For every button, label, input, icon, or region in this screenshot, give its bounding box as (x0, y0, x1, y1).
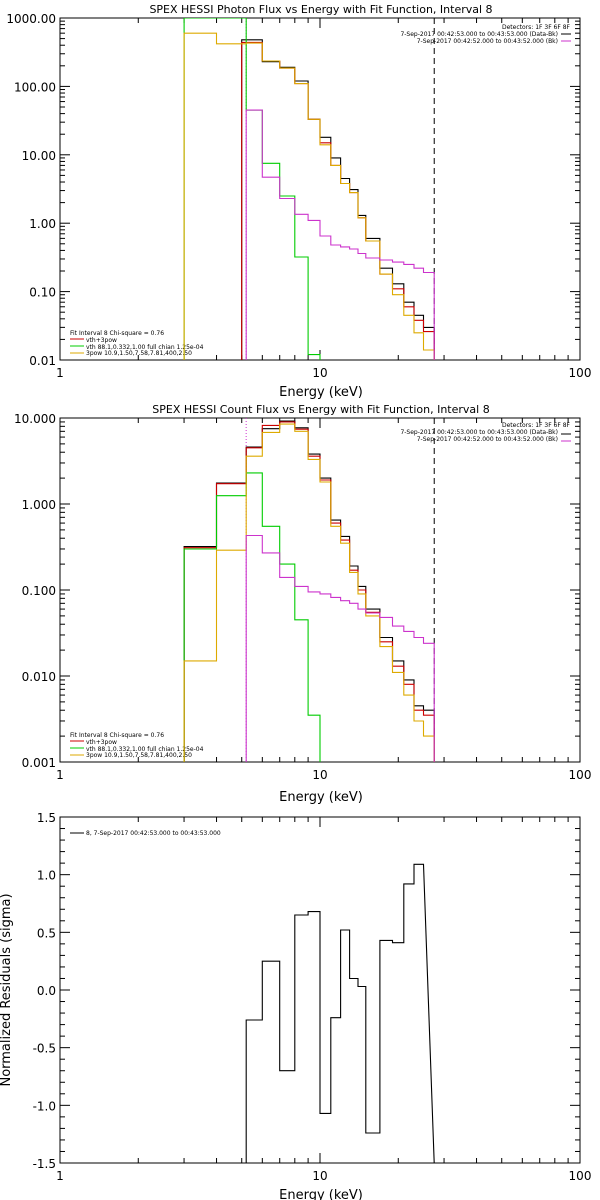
panel-title: SPEX HESSI Photon Flux vs Energy with Fi… (149, 3, 492, 16)
x-axis-label: Energy (keV) (279, 385, 363, 400)
photon-flux-panel: SPEX HESSI Photon Flux vs Energy with Fi… (6, 3, 591, 400)
series-3pow (183, 423, 435, 762)
y-tick-label: 0.01 (29, 354, 56, 368)
legend-entry-vth: vth 88.1,0.332,1.00 full chian 1.25e-04 (86, 746, 204, 753)
x-tick-label: 10 (312, 1169, 327, 1183)
y-tick-label: -1.5 (33, 1157, 56, 1171)
plot-frame (59, 17, 581, 361)
y-tick-label: 0.5 (37, 926, 56, 940)
series-group (245, 863, 435, 1163)
legend-bottom: Fit Interval 8 Chi-square = 0.76 vth+3po… (70, 330, 204, 357)
legend-entry: 8, 7-Sep-2017 00:42:53.000 to 00:43:53.0… (86, 830, 221, 837)
series-group (183, 420, 435, 762)
y-tick-label: -1.0 (33, 1099, 56, 1113)
legend-fit-header: Fit Interval 8 Chi-square = 0.76 (70, 732, 164, 739)
y-tick-label: 0.0 (37, 984, 56, 998)
y-tick-label: 1.0 (37, 869, 56, 883)
legend-entry-bk: 7-Sep-2017 00:42:52.000 to 00:43:52.000 … (417, 436, 558, 443)
x-axis-label: Energy (keV) (279, 1188, 363, 1200)
y-tick-label: 0.10 (29, 286, 56, 300)
y-tick-label: 100.00 (14, 80, 56, 94)
series-data-bk (241, 39, 435, 360)
x-tick-label: 100 (569, 768, 592, 782)
x-tick-label: 1 (56, 1169, 64, 1183)
x-tick-label: 1 (56, 366, 64, 380)
legend-bottom: Fit Interval 8 Chi-square = 0.76 vth+3po… (70, 732, 204, 759)
series-bk (245, 534, 435, 762)
y-tick-label: -0.5 (33, 1042, 56, 1056)
series-vth (183, 472, 321, 762)
y-tick-label: 0.001 (22, 756, 56, 770)
legend-entry-bk: 7-Sep-2017 00:42:52.000 to 00:43:52.000 … (417, 38, 558, 45)
legend-entry-vth: vth 88.1,0.332,1.00 full chian 1.25e-04 (86, 344, 204, 351)
series-3pow (183, 32, 435, 360)
y-tick-label: 1.00 (29, 217, 56, 231)
legend-entry-data: 7-Sep-2017 00:42:53.000 to 00:43:53.000 … (400, 429, 558, 436)
y-tick-label: 10.00 (22, 149, 56, 163)
series-residuals (245, 863, 435, 1163)
count-flux-panel: SPEX HESSI Count Flux vs Energy with Fit… (14, 403, 591, 805)
y-tick-label: 1.000 (22, 498, 56, 512)
legend-header: Detectors: 1F 3F 6F 8F (502, 24, 571, 31)
x-tick-label: 100 (569, 1169, 592, 1183)
legend-top: Detectors: 1F 3F 6F 8F 7-Sep-2017 00:42:… (400, 24, 570, 45)
series-group (183, 18, 435, 360)
legend-entry-3pow: 3pow 10.9,1.50,7.58,7.81,400,2.50 (86, 752, 192, 759)
y-tick-label: 1000.00 (6, 12, 56, 26)
x-tick-label: 10 (312, 768, 327, 782)
legend-entry-total: vth+3pow (86, 739, 117, 746)
y-tick-label: 0.010 (22, 670, 56, 684)
y-axis-label: Normalized Residuals (sigma) (0, 893, 14, 1086)
legend-entry-3pow: 3pow 10.9,1.50,7.58,7.81,400,2.50 (86, 350, 192, 357)
y-tick-label: 1.5 (37, 811, 56, 825)
panel-title: SPEX HESSI Count Flux vs Energy with Fit… (152, 403, 489, 416)
legend-entry-data: 7-Sep-2017 00:42:53.000 to 00:43:53.000 … (400, 31, 558, 38)
x-tick-label: 10 (312, 366, 327, 380)
series-vth (183, 18, 321, 360)
series-vth-3pow (241, 41, 435, 360)
legend-fit-header: Fit Interval 8 Chi-square = 0.76 (70, 330, 164, 337)
x-axis-label: Energy (keV) (279, 790, 363, 805)
residuals-panel: Energy (keV) Normalized Residuals (sigma… (0, 811, 591, 1200)
y-tick-label: 10.000 (14, 412, 56, 426)
legend-top: Detectors: 1F 3F 6F 8F 7-Sep-2017 00:42:… (400, 422, 570, 443)
legend-entry-total: vth+3pow (86, 337, 117, 344)
x-tick-label: 1 (56, 768, 64, 782)
series-bk (245, 109, 435, 360)
legend-header: Detectors: 1F 3F 6F 8F (502, 422, 571, 429)
y-tick-label: 0.100 (22, 584, 56, 598)
x-tick-label: 100 (569, 366, 592, 380)
